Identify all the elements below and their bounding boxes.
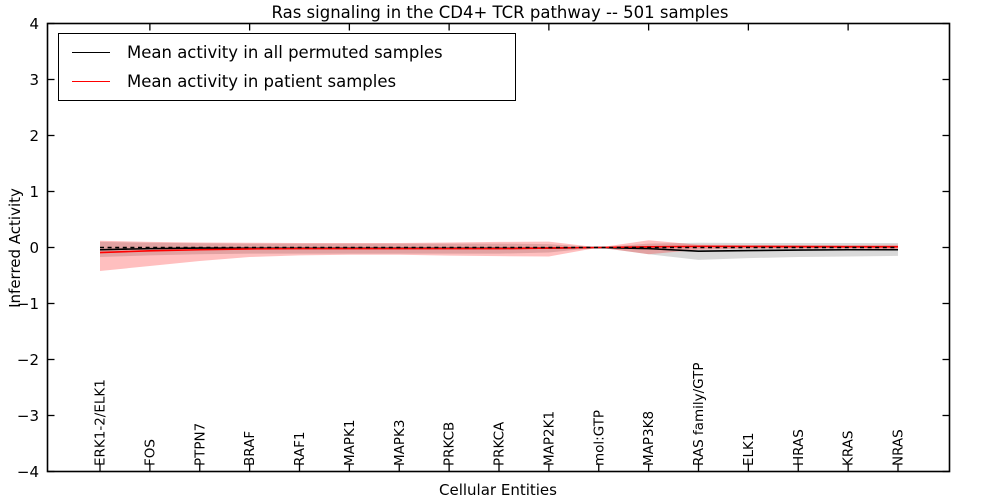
chart-title: Ras signaling in the CD4+ TCR pathway --…	[271, 3, 729, 22]
y-tick-label: 0	[29, 239, 39, 257]
y-tick-label: −2	[17, 351, 39, 369]
x-tick-label: MAPK1	[342, 420, 358, 466]
legend-label-permuted: Mean activity in all permuted samples	[127, 43, 443, 62]
legend-label-patient: Mean activity in patient samples	[127, 72, 397, 91]
x-tick-label: MAPK3	[392, 420, 408, 466]
y-tick-label: 2	[29, 127, 39, 145]
series-line-patient	[99, 245, 898, 254]
x-tick-label: RAF1	[292, 432, 308, 466]
legend-line-sample-patient	[72, 81, 110, 82]
legend-line-sample-permuted	[72, 52, 110, 53]
x-tick-label: ERK1-2/ELK1	[93, 379, 109, 466]
x-tick-label: KRAS	[841, 431, 857, 467]
y-tick-label: 1	[29, 183, 39, 201]
legend: Mean activity in all permuted samples Me…	[58, 33, 516, 101]
x-tick-label: MAP3K8	[641, 411, 657, 466]
y-tick-label: 3	[29, 71, 39, 89]
legend-item-permuted: Mean activity in all permuted samples	[72, 38, 515, 67]
x-axis-label: Cellular Entities	[439, 481, 557, 499]
x-tick-label: ELK1	[741, 433, 757, 467]
x-tick-label: PTPN7	[192, 423, 208, 466]
x-tick-label: mol:GTP	[591, 410, 607, 466]
x-tick-label: PRKCB	[442, 422, 458, 466]
y-tick-label: −4	[17, 463, 39, 481]
x-tick-label: MAP2K1	[541, 411, 557, 466]
legend-item-patient: Mean activity in patient samples	[72, 67, 515, 96]
x-tick-label: BRAF	[242, 431, 258, 466]
y-axis-label: Inferred Activity	[6, 188, 24, 308]
y-tick-label: 4	[29, 15, 39, 33]
x-tick-label: FOS	[142, 439, 158, 466]
y-tick-label: −3	[17, 407, 39, 425]
x-tick-label: NRAS	[891, 429, 907, 466]
x-tick-label: HRAS	[791, 429, 807, 466]
y-tick-label: −1	[17, 295, 39, 313]
x-tick-label: PRKCA	[492, 421, 508, 466]
x-tick-label: RAS family/GTP	[691, 362, 707, 466]
